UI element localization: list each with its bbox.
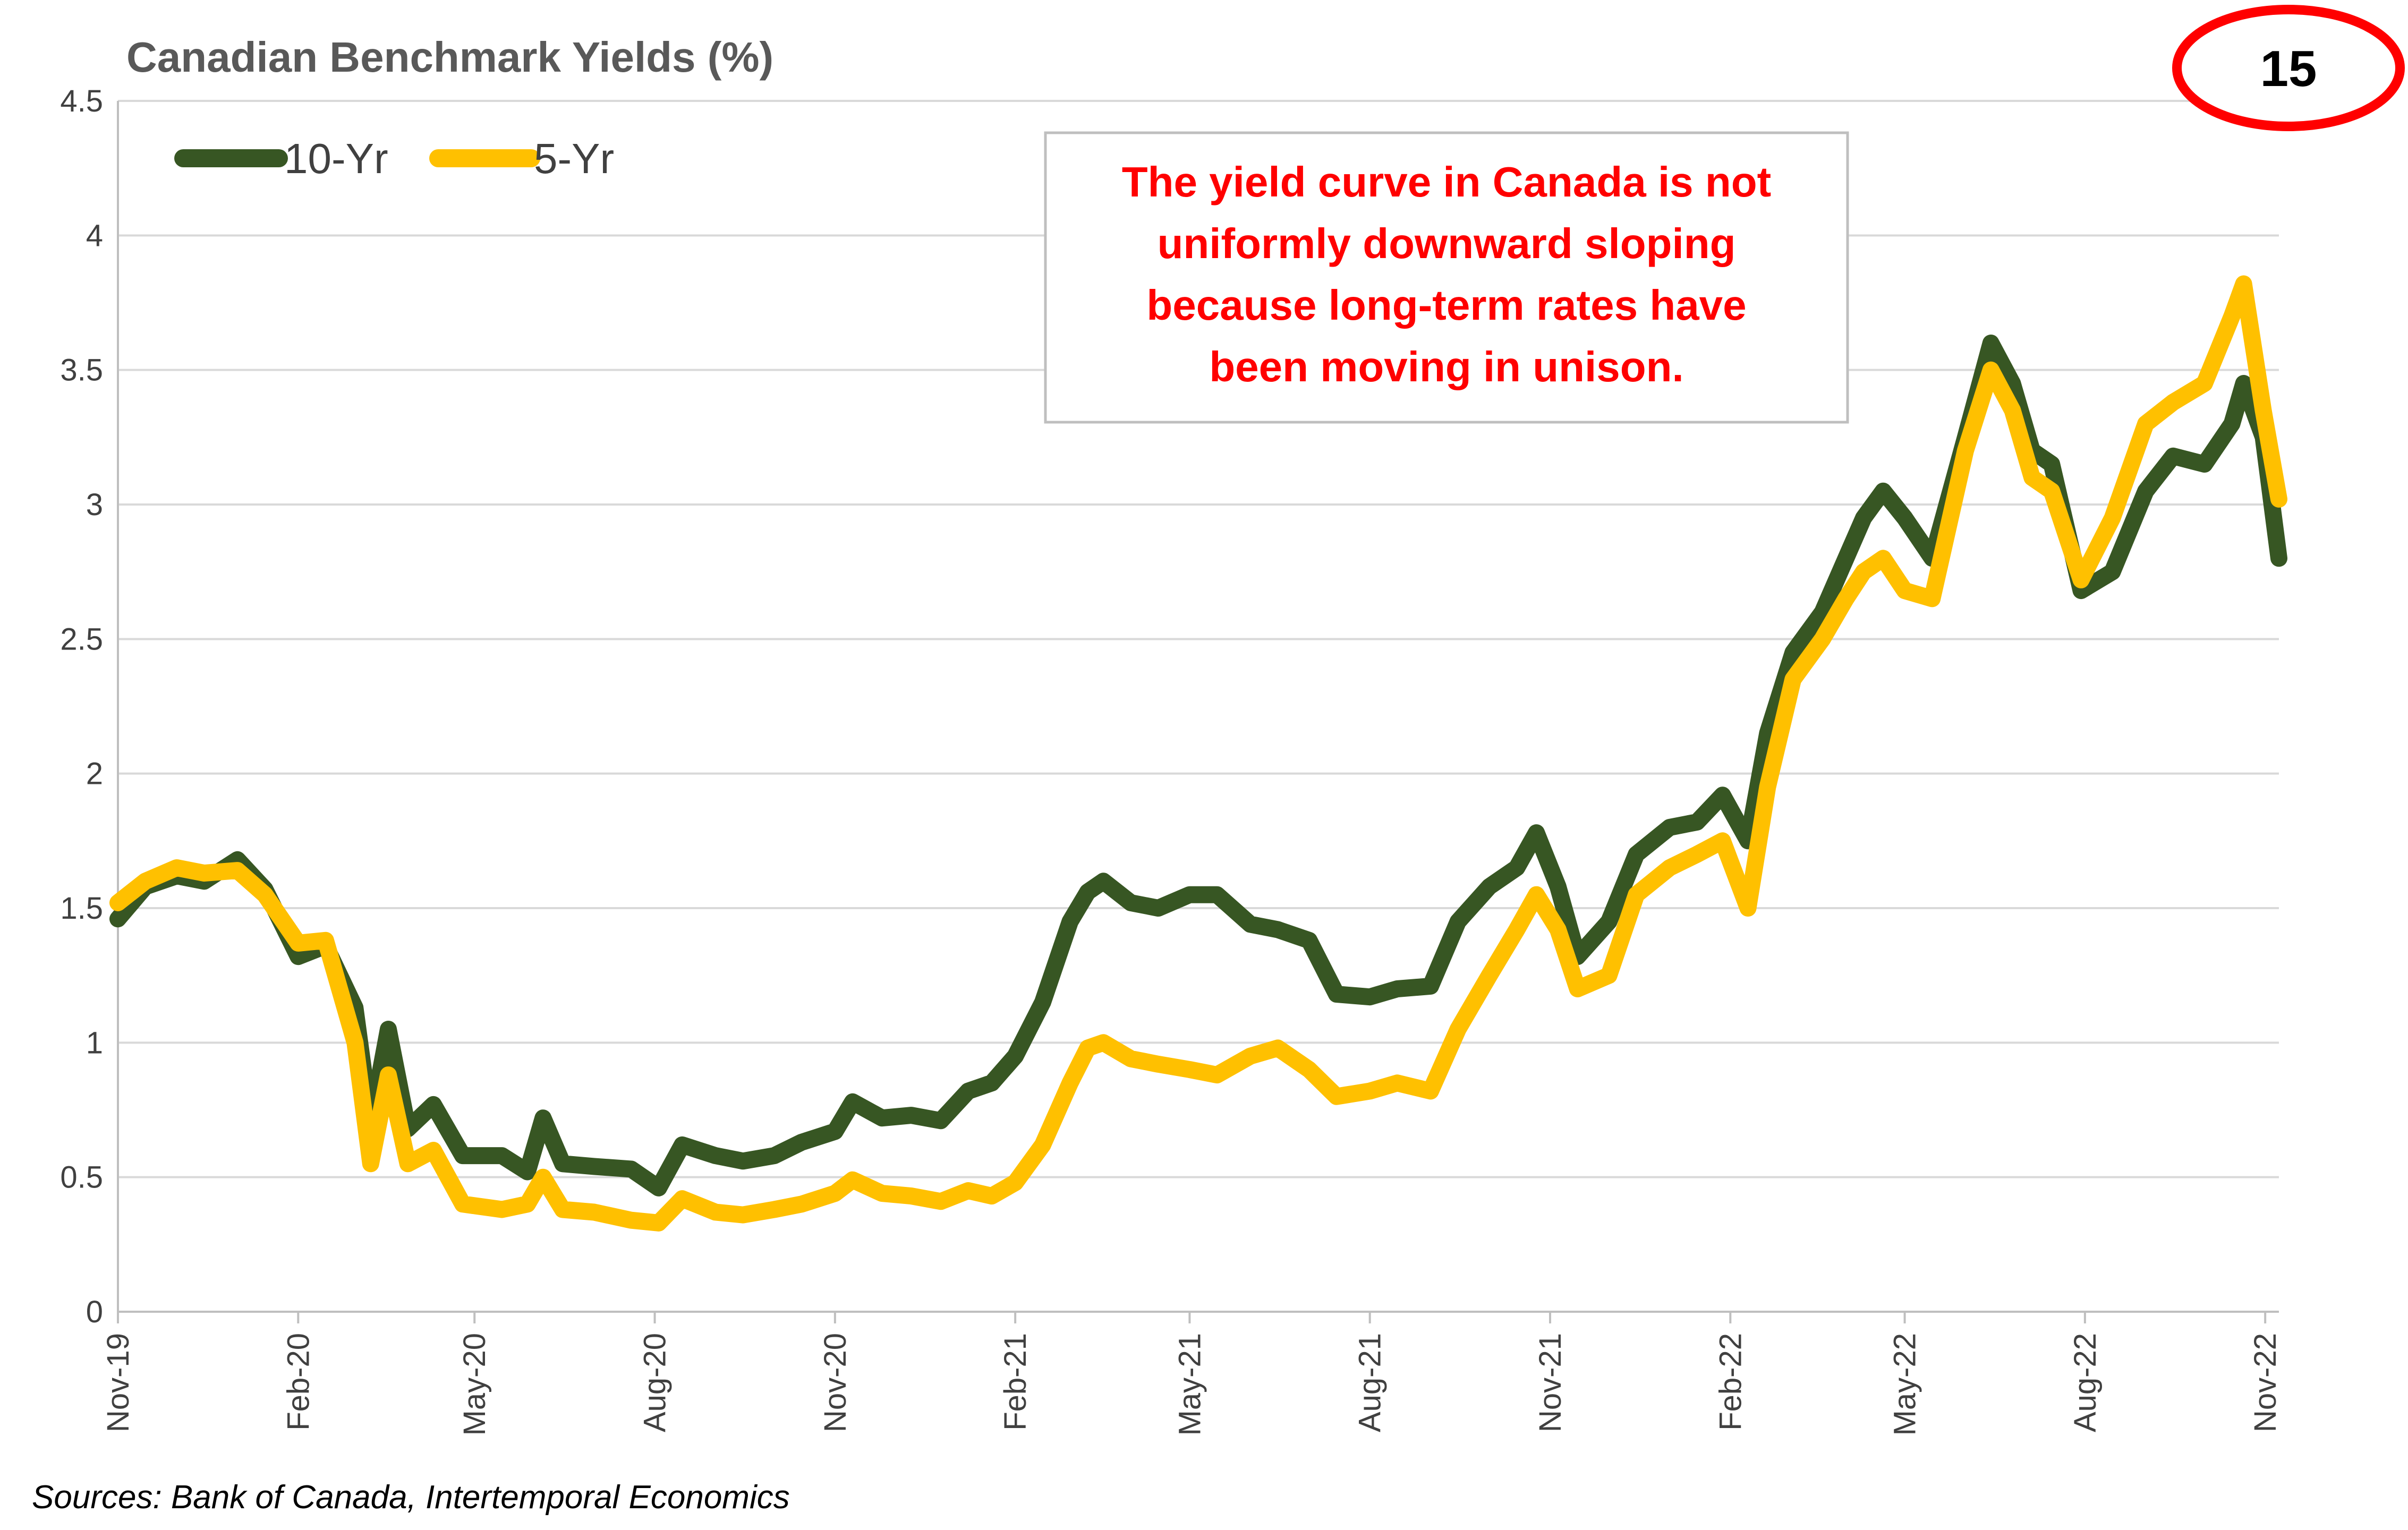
gridlines bbox=[118, 100, 2279, 1178]
page-number-badge: 15 bbox=[2172, 5, 2405, 131]
x-tick-label: Feb-20 bbox=[281, 1333, 316, 1431]
x-tick-label: Aug-21 bbox=[1353, 1333, 1388, 1432]
series-line-5yr bbox=[109, 275, 2287, 1232]
annotation-box: The yield curve in Canada is not uniform… bbox=[1044, 131, 1849, 424]
y-tick-label: 0 bbox=[86, 1295, 103, 1329]
chart-title: Canadian Benchmark Yields (%) bbox=[126, 33, 773, 81]
y-tick-label: 1 bbox=[86, 1025, 103, 1060]
source-note: Sources: Bank of Canada, Intertemporal E… bbox=[32, 1479, 790, 1516]
y-tick-label: 0.5 bbox=[60, 1160, 103, 1195]
legend: 10-Yr 5-Yr bbox=[174, 135, 614, 182]
y-tick-label: 4 bbox=[86, 218, 103, 253]
y-tick-label: 1.5 bbox=[60, 891, 103, 926]
legend-label-5yr: 5-Yr bbox=[534, 135, 614, 182]
y-tick-label: 3 bbox=[86, 488, 103, 522]
x-tick-label: Feb-21 bbox=[998, 1333, 1033, 1431]
x-tick-label: Nov-20 bbox=[818, 1333, 853, 1432]
x-tick-label: Nov-22 bbox=[2248, 1333, 2283, 1432]
y-axis-ticks: 0 0.5 1 1.5 2 2.5 3 3.5 4 4.5 bbox=[60, 84, 103, 1329]
y-tick-label: 2 bbox=[86, 757, 103, 791]
annotation-line-1: The yield curve in Canada is not bbox=[1122, 158, 1772, 206]
annotation-line-2: uniformly downward sloping bbox=[1158, 220, 1736, 267]
x-tick-label: Feb-22 bbox=[1713, 1333, 1748, 1431]
x-tick-label: Nov-21 bbox=[1533, 1333, 1568, 1432]
x-tick-label: May-21 bbox=[1172, 1333, 1207, 1435]
x-axis-ticks: Nov-19 Feb-20 May-20 Aug-20 Nov-20 Feb-21 May-… bbox=[101, 1312, 2283, 1435]
x-tick-label: Aug-22 bbox=[2068, 1333, 2103, 1432]
legend-label-10yr: 10-Yr bbox=[284, 135, 388, 182]
annotation-frame bbox=[1044, 131, 1849, 424]
series-layer bbox=[109, 275, 2287, 1232]
y-tick-label: 4.5 bbox=[60, 84, 103, 118]
badge-ring bbox=[2172, 5, 2405, 131]
annotation-line-4: been moving in unison. bbox=[1209, 343, 1683, 390]
x-tick-label: Aug-20 bbox=[638, 1333, 673, 1432]
x-tick-label: May-22 bbox=[1888, 1333, 1922, 1435]
annotation-line-3: because long-term rates have bbox=[1146, 281, 1746, 329]
y-tick-label: 3.5 bbox=[60, 353, 103, 388]
x-tick-label: May-20 bbox=[457, 1333, 492, 1435]
page-number: 15 bbox=[2260, 40, 2317, 97]
y-tick-label: 2.5 bbox=[60, 622, 103, 656]
x-tick-label: Nov-19 bbox=[101, 1333, 135, 1432]
